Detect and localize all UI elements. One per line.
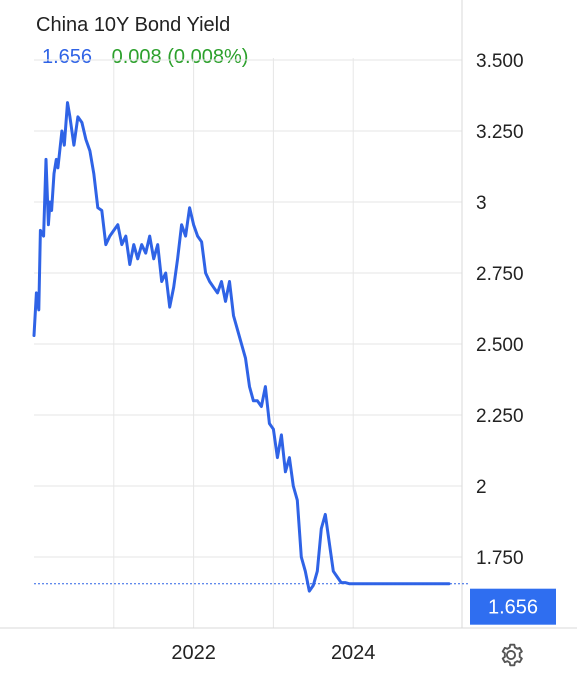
series-line <box>32 101 451 593</box>
last-value: 1.656 <box>42 46 93 68</box>
y-tick-label: 3.250 <box>476 122 524 143</box>
last-value-label: 1.656 <box>488 597 538 619</box>
gear-icon[interactable] <box>497 641 525 669</box>
x-tick-label: 2024 <box>331 642 376 664</box>
quote-line: 1.656 0.008 (0.008%) <box>42 46 248 69</box>
last-value-box <box>470 588 556 625</box>
y-axis: 1.750 2 2.250 2.500 2.750 3 3.250 3.500 <box>476 51 524 569</box>
grid <box>0 0 577 629</box>
series-group <box>32 101 451 593</box>
chart-title: China 10Y Bond Yield <box>36 14 231 36</box>
y-tick-label: 3 <box>476 193 487 214</box>
y-tick-label: 1.750 <box>476 548 524 569</box>
change-value: 0.008 (0.008%) <box>111 46 249 68</box>
y-tick-label: 3.500 <box>476 51 524 72</box>
last-value-marker: 1.656 <box>34 583 556 625</box>
y-tick-label: 2.750 <box>476 264 524 285</box>
y-tick-label: 2.250 <box>476 406 524 427</box>
y-tick-label: 2 <box>476 477 487 498</box>
x-axis: 2022 2024 <box>171 642 375 664</box>
y-tick-label: 2.500 <box>476 335 524 356</box>
x-tick-label: 2022 <box>171 642 216 664</box>
